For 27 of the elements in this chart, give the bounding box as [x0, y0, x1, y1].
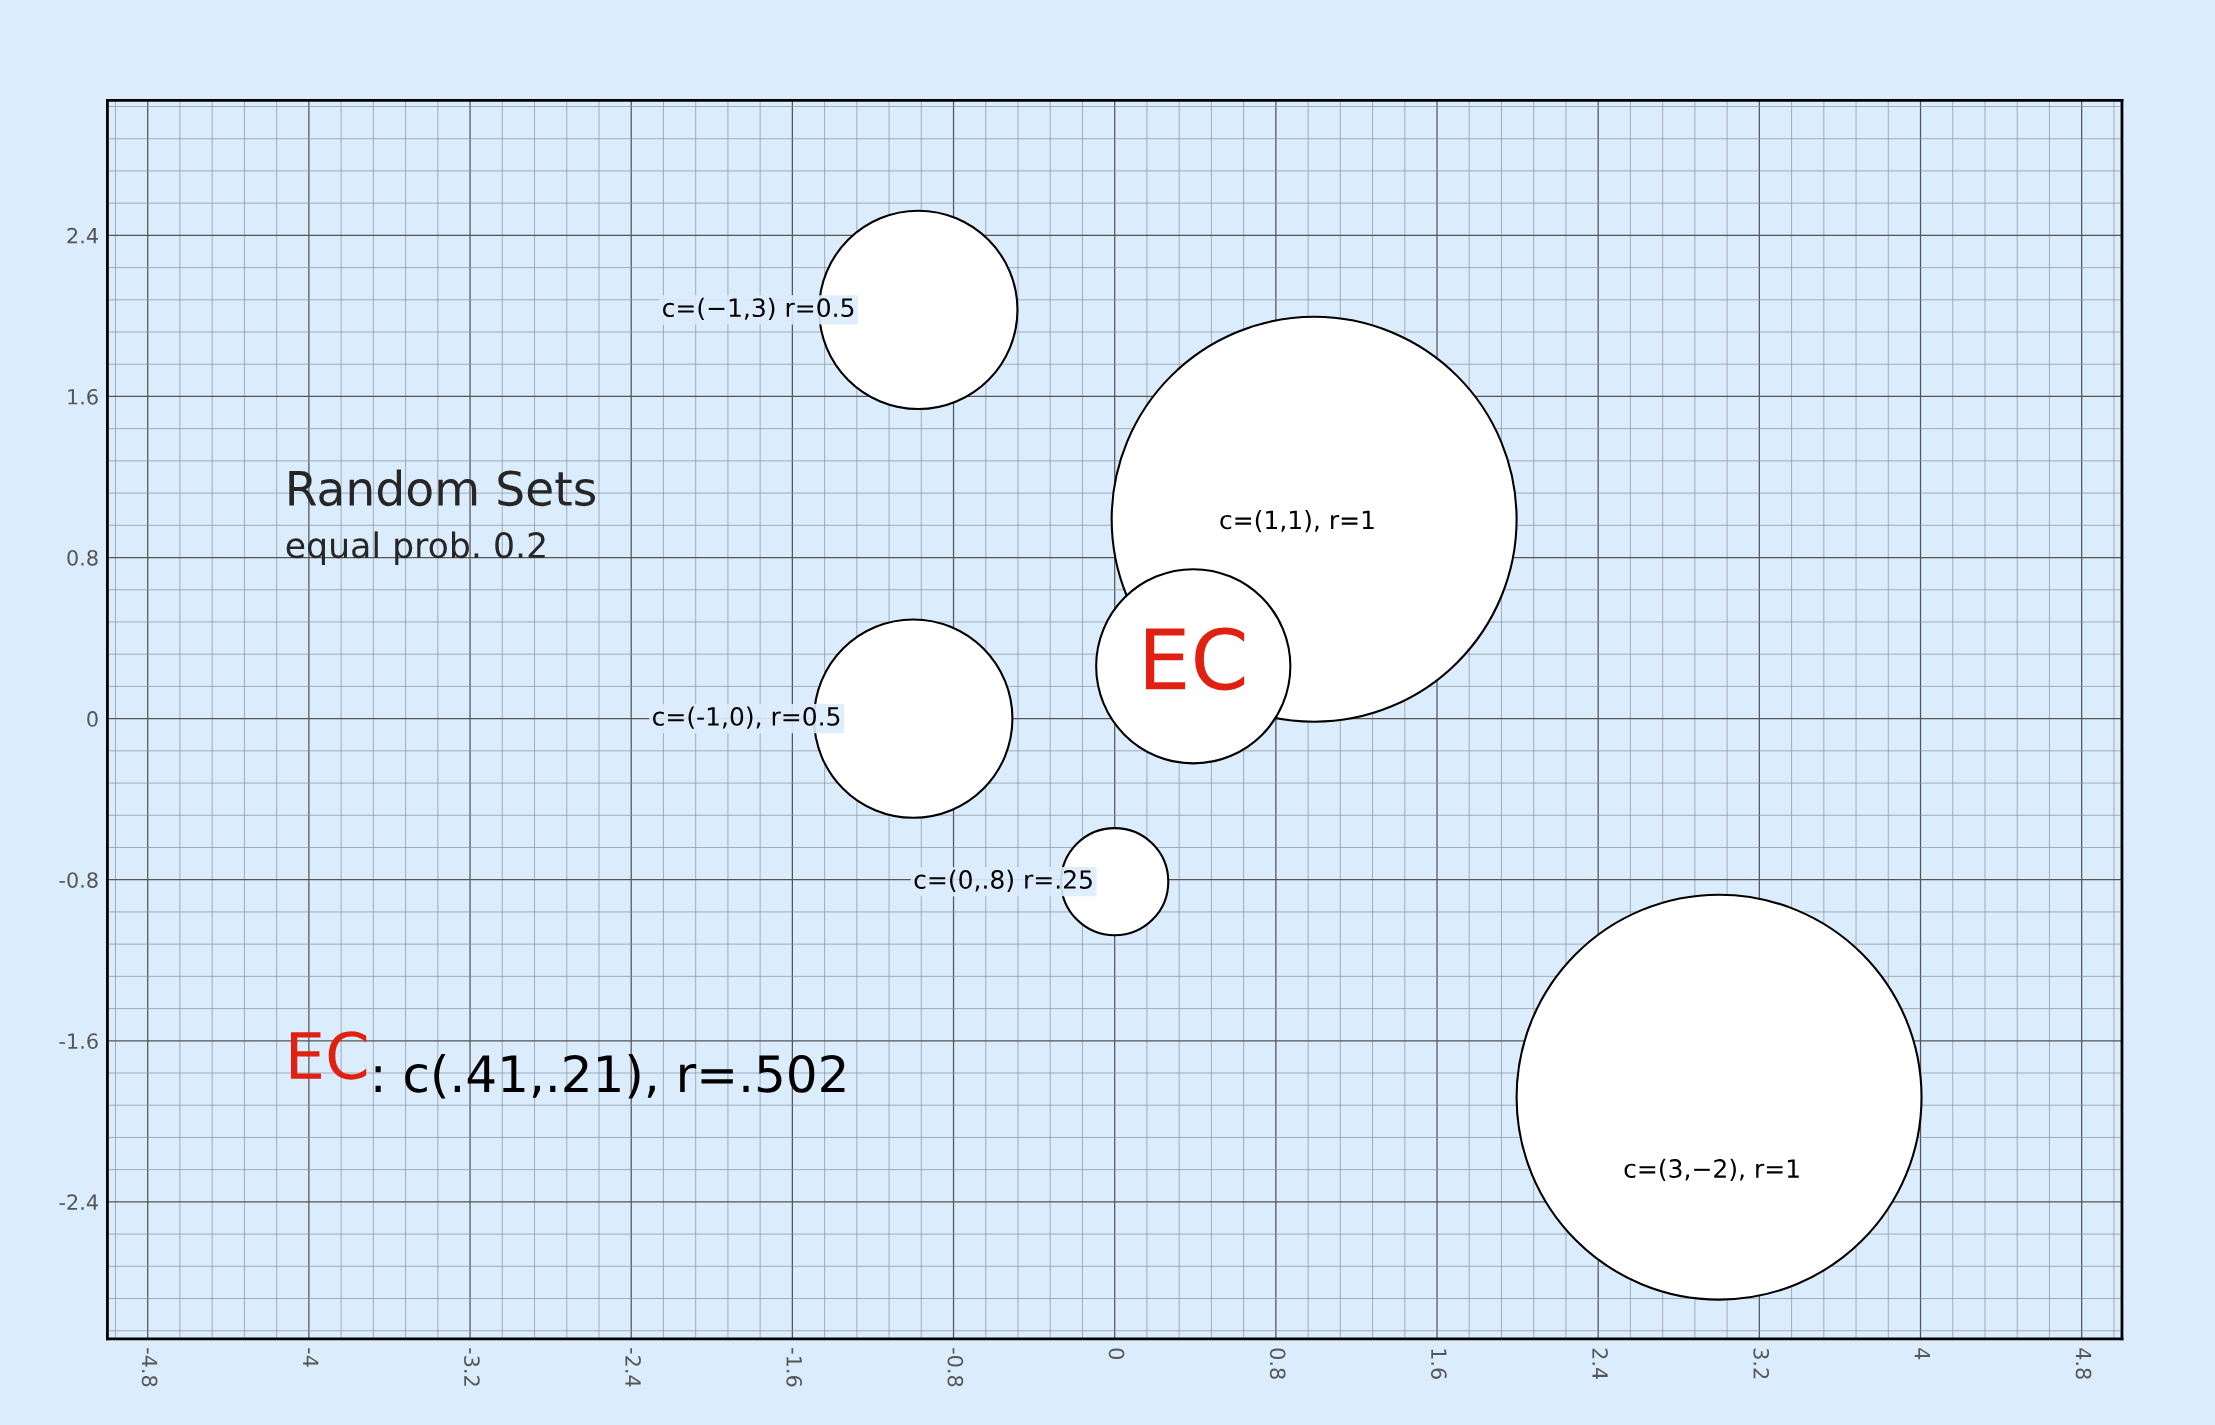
x-tick-label: 1.6: [1430, 1349, 1447, 1379]
annotation: c=(3,−2), r=1: [1624, 1158, 1799, 1181]
annotation: EC: [1146, 627, 1245, 691]
annotation: c=(1,1), r=1: [1220, 509, 1374, 533]
x-tick-label: -2.4: [625, 1348, 641, 1387]
x-tick-label: -1.6: [786, 1348, 803, 1387]
x-tick-label: 0: [1108, 1348, 1125, 1359]
x-tick-label: -3.2: [464, 1348, 480, 1386]
y-tick-label: 0.8: [67, 549, 98, 566]
y-tick-label: 1.6: [68, 388, 98, 405]
x-tick-label: 4: [1914, 1348, 1930, 1360]
x-tick-label: -0.8: [947, 1348, 964, 1387]
annotation: c=(−1,3) r=0.5: [663, 297, 854, 321]
x-tick-label: 3.2: [1753, 1348, 1770, 1379]
x-tick-label: 4.8: [2075, 1348, 2092, 1379]
annotation: c=(-1,0), r=0.5: [653, 706, 840, 729]
x-tick-label: 0.8: [1269, 1348, 1286, 1379]
y-tick-label: -1.6: [59, 1033, 98, 1049]
annotation: EC: [290, 1031, 367, 1080]
x-tick-label: -4: [303, 1348, 319, 1367]
annotation: c=(0,.8) r=.25: [914, 869, 1092, 892]
x-tick-label: -4.8: [141, 1348, 158, 1387]
y-tick-label: -0.8: [59, 872, 98, 888]
y-tick-label: 2.4: [67, 227, 98, 244]
y-tick-label: 0: [87, 711, 98, 727]
y-tick-label: -2.4: [59, 1194, 98, 1210]
x-tick-label: 2.4: [1592, 1348, 1608, 1380]
